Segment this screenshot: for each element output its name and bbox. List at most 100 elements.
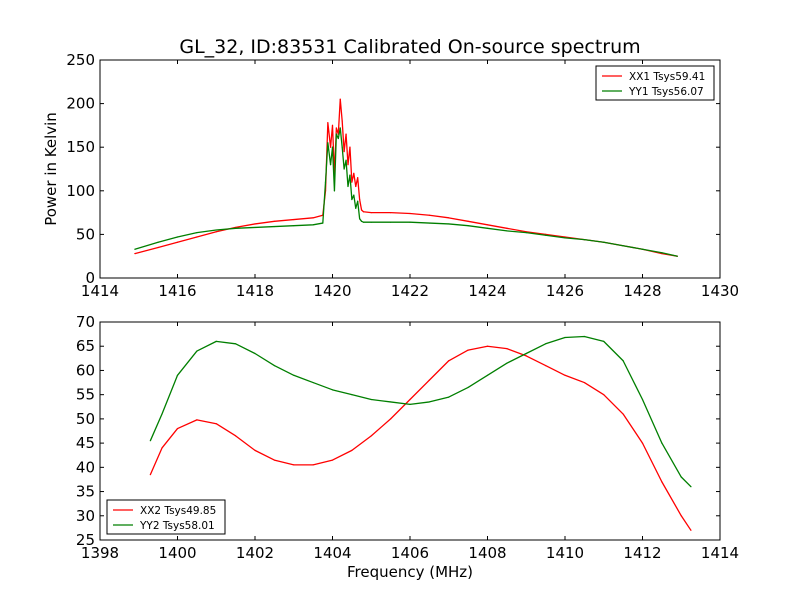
data-point-1-0-13 (390, 418, 392, 420)
data-point-0-0-20 (343, 150, 345, 153)
data-point-0-0-7 (273, 220, 275, 222)
data-point-0-1-42 (583, 239, 585, 241)
y-tick-label-1-3: 40 (76, 458, 95, 476)
data-point-1-0-29 (690, 529, 692, 531)
data-point-1-1-6 (254, 352, 256, 355)
data-point-0-0-3 (196, 236, 198, 238)
data-point-1-0-1 (161, 447, 163, 449)
data-point-0-1-39 (525, 232, 527, 234)
data-point-0-0-18 (339, 98, 341, 100)
data-point-0-1-23 (349, 174, 351, 176)
data-point-0-0-34 (428, 214, 430, 216)
data-point-1-0-8 (293, 464, 295, 466)
data-point-0-1-8 (293, 225, 295, 227)
data-point-0-0-33 (409, 212, 411, 215)
x-tick-label-1-0: 1398 (81, 544, 119, 562)
data-point-0-1-17 (337, 137, 339, 140)
data-point-1-1-17 (467, 386, 469, 388)
data-point-0-0-16 (335, 127, 337, 129)
data-point-0-0-30 (362, 211, 365, 213)
data-point-1-1-8 (293, 374, 295, 376)
legend-box-1 (106, 499, 226, 535)
data-point-0-1-32 (390, 221, 392, 223)
y-tick-label-1-1: 30 (76, 507, 95, 525)
data-point-1-0-7 (273, 459, 275, 461)
data-point-1-0-21 (545, 365, 547, 367)
data-point-1-1-14 (409, 403, 411, 405)
x-axis-label: Frequency (MHz) (347, 563, 473, 581)
data-point-1-1-19 (506, 362, 508, 364)
top-spectrum-panel: 1414 1416 1418 1420 1422 1424 1426 1428 1430 0 50 1… (42, 51, 739, 300)
data-point-0-0-31 (370, 212, 372, 214)
data-point-0-1-30 (362, 221, 365, 223)
data-point-1-0-0 (149, 474, 151, 476)
data-point-0-1-1 (157, 241, 159, 243)
data-point-0-1-4 (215, 229, 217, 231)
data-point-0-0-2 (176, 241, 179, 243)
y-tick-label-1-6: 55 (76, 386, 95, 404)
legend-0: XX1 Tsys59.41 YY1 Tsys56.07 (595, 65, 715, 101)
data-point-1-0-10 (331, 459, 334, 461)
data-point-1-1-13 (390, 401, 392, 403)
data-point-1-1-1 (161, 413, 163, 415)
data-point-0-0-14 (331, 124, 334, 126)
data-point-1-0-22 (564, 374, 566, 376)
series-line-1-1 (149, 335, 692, 488)
data-point-0-1-36 (467, 225, 469, 227)
data-point-0-0-19 (341, 120, 343, 122)
data-point-1-1-3 (196, 350, 198, 352)
legend-label-0-0: XX1 Tsys59.41 (629, 71, 705, 83)
figure-title: GL_32, ID:83531 Calibrated On-source spe… (179, 36, 640, 58)
data-point-1-0-20 (525, 355, 527, 357)
y-tick-label-0-4: 200 (66, 95, 95, 113)
data-point-0-1-6 (254, 226, 256, 229)
data-point-1-1-7 (273, 365, 275, 367)
data-point-0-1-24 (351, 198, 353, 201)
data-point-0-1-10 (322, 222, 324, 224)
data-point-0-1-9 (312, 224, 314, 226)
data-point-0-1-43 (603, 241, 605, 243)
y-tick-label-0-5: 250 (66, 51, 95, 69)
data-point-0-0-13 (329, 146, 332, 148)
data-point-1-0-19 (506, 348, 508, 350)
data-point-1-0-12 (370, 435, 372, 437)
data-point-0-0-37 (486, 224, 489, 226)
data-point-1-0-4 (215, 423, 217, 425)
x-tick-label-0-4: 1422 (391, 282, 429, 300)
data-point-0-1-27 (357, 200, 359, 202)
y-tick-label-1-9: 70 (76, 313, 95, 331)
data-point-1-1-28 (680, 476, 682, 478)
data-point-1-1-2 (176, 374, 179, 376)
legend-label-0-1: YY1 Tsys56.07 (628, 86, 704, 98)
series-line-1-0 (149, 345, 692, 531)
data-point-0-1-46 (661, 252, 663, 254)
data-point-0-1-37 (486, 227, 489, 229)
x-tick-label-1-8: 1414 (701, 544, 739, 562)
data-point-0-0-29 (360, 209, 363, 211)
x-tick-label-1-6: 1410 (546, 544, 584, 562)
y-tick-label-1-8: 65 (76, 337, 95, 355)
data-point-0-0-27 (357, 177, 359, 179)
data-point-1-0-18 (486, 345, 489, 347)
x-tick-label-0-1: 1416 (158, 282, 196, 300)
data-point-1-0-16 (448, 360, 450, 362)
data-point-0-1-21 (345, 159, 347, 161)
x-tick-label-1-4: 1406 (391, 544, 429, 562)
data-point-0-1-7 (273, 225, 275, 228)
y-tick-label-1-5: 50 (76, 410, 95, 428)
y-tick-label-1-2: 35 (76, 483, 95, 501)
data-point-0-1-5 (235, 227, 237, 229)
data-point-0-1-28 (359, 218, 361, 220)
data-point-1-1-9 (312, 381, 314, 384)
data-point-0-1-2 (176, 236, 179, 238)
data-point-0-0-8 (293, 218, 295, 221)
data-point-1-1-29 (690, 486, 692, 488)
x-tick-label-0-5: 1424 (468, 282, 506, 300)
data-point-1-1-27 (661, 442, 663, 444)
x-tick-label-0-6: 1426 (546, 282, 584, 300)
data-point-0-0-28 (359, 198, 361, 201)
data-point-1-0-28 (680, 515, 682, 517)
data-point-1-1-15 (428, 401, 430, 403)
y-tick-label-0-0: 0 (85, 269, 95, 287)
data-point-1-1-5 (235, 343, 237, 345)
